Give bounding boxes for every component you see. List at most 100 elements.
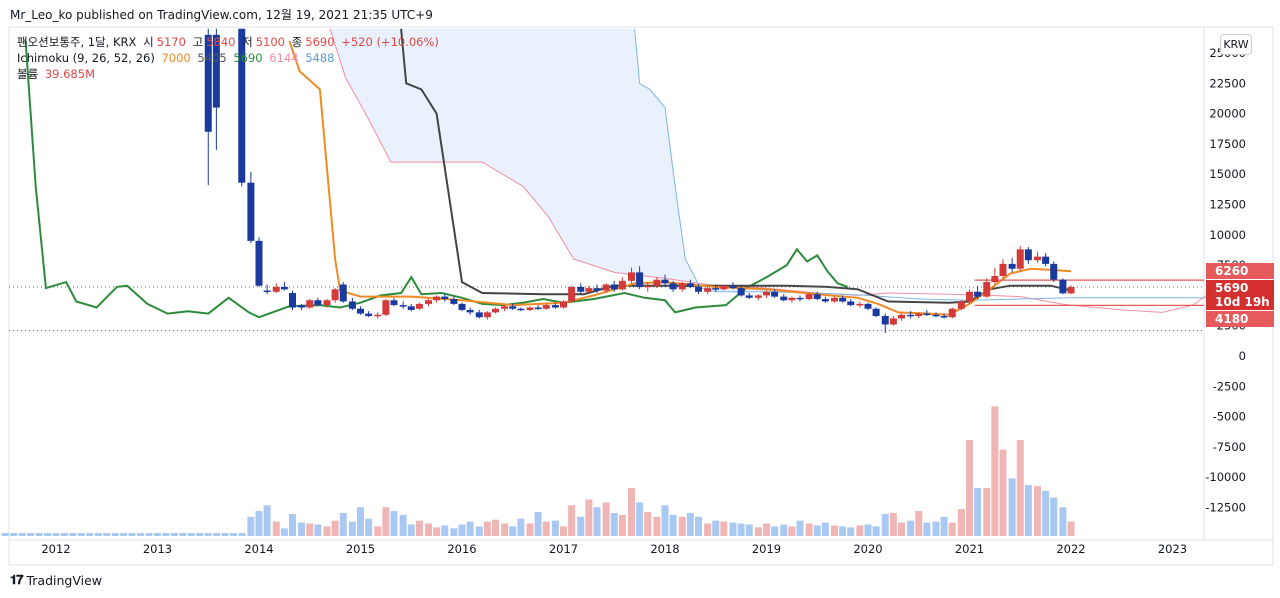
volume-bar (69, 533, 77, 536)
open-value: 5170 (156, 35, 186, 49)
volume-bar (974, 488, 982, 536)
candle (610, 280, 618, 292)
candle (542, 303, 550, 310)
candle (602, 283, 610, 293)
y-tick-label: 10000 (1209, 228, 1246, 242)
volume-bar (889, 512, 897, 536)
volume-bar (120, 533, 128, 536)
candle-body (407, 306, 415, 310)
volume-bar (450, 528, 458, 536)
candle-body (889, 318, 897, 325)
volume-bar (1042, 490, 1050, 536)
candle (415, 302, 423, 310)
x-tick-label: 2018 (650, 542, 679, 556)
candle-body (999, 263, 1007, 277)
candle-body (399, 305, 407, 307)
legend-ichimoku-row[interactable]: Ichimoku (9, 26, 52, 26) 7000 5405 5690 … (17, 50, 442, 66)
candle (737, 285, 745, 297)
volume-bar (272, 521, 280, 536)
candle (212, 28, 220, 150)
candle (813, 291, 821, 301)
candle-body (771, 291, 779, 297)
candle (1016, 245, 1024, 272)
candle-body (720, 285, 728, 290)
candle-body (458, 303, 466, 310)
candle (263, 284, 271, 295)
x-tick-label: 2017 (549, 542, 578, 556)
volume-bar (288, 513, 296, 536)
time-axis[interactable]: 2012 2013 2014 2015 2016 2017 2018 2019 2020 2021… (41, 542, 1187, 556)
candle (678, 282, 686, 292)
candle (720, 284, 728, 291)
candle (932, 312, 940, 318)
high-label: 고 (192, 35, 204, 49)
symbol-label[interactable]: 팬오션보통주, 1달, KRX (17, 35, 137, 49)
candle (889, 316, 897, 326)
candle (560, 300, 567, 309)
x-tick-label: 2016 (447, 542, 476, 556)
bar-countdown: 10d 19h (1215, 295, 1270, 309)
price-tag-lower: 4180 (1206, 311, 1274, 327)
candle (999, 259, 1007, 279)
candle (839, 295, 847, 303)
ichimoku-span-b-value: 5488 (305, 51, 335, 65)
candle (238, 28, 246, 187)
tradingview-brand: TradingView (26, 573, 102, 588)
candle-body (932, 314, 940, 317)
candle (491, 307, 499, 314)
volume-label[interactable]: 볼륨 (17, 67, 39, 81)
candle (204, 28, 212, 186)
candle (585, 285, 593, 295)
candle (897, 313, 905, 321)
candle (923, 309, 931, 317)
volume-bar (704, 523, 712, 536)
candle-body (872, 308, 880, 317)
candle (466, 307, 474, 315)
volume-bar (940, 516, 948, 536)
candle (483, 311, 491, 320)
tradingview-logo[interactable]: 𝟏𝟕 TradingView (10, 573, 102, 588)
volume-bar (551, 520, 559, 536)
candle-body (754, 295, 762, 298)
candle-body (255, 240, 263, 286)
ichimoku-base-value: 5405 (197, 51, 227, 65)
ichimoku-label[interactable]: Ichimoku (9, 26, 52, 26) (17, 51, 155, 65)
y-tick-label: 20000 (1209, 107, 1246, 121)
candle (288, 290, 296, 310)
volume-bar (517, 518, 525, 536)
volume-bar (204, 533, 212, 536)
candle (339, 282, 347, 303)
volume-bar (872, 526, 880, 536)
volume-bar (686, 512, 694, 536)
legend-volume-row[interactable]: 볼륨 39.685M (17, 66, 442, 82)
candle (653, 277, 661, 289)
legend-symbol-row[interactable]: 팬오션보통주, 1달, KRX 시 5170 고 5840 저 5100 종 5690 … (17, 34, 442, 50)
volume-bars (1, 406, 1075, 536)
volume-bar (831, 525, 839, 536)
volume-bar (18, 533, 26, 536)
candle-body (1059, 279, 1067, 294)
volume-bar (948, 522, 956, 536)
volume-bar (128, 533, 136, 536)
volume-bar (331, 520, 339, 536)
x-tick-label: 2021 (955, 542, 984, 556)
volume-bar (415, 520, 423, 536)
volume-bar (306, 523, 314, 536)
y-tick-label: 0 (1239, 349, 1246, 363)
candle (796, 295, 804, 302)
candle (1042, 252, 1050, 267)
candle-body (704, 288, 712, 292)
candle (568, 285, 576, 303)
candle (1024, 246, 1032, 264)
volume-bar (720, 521, 728, 536)
candle (991, 267, 999, 285)
candle-body (374, 314, 382, 317)
candle-body (306, 300, 314, 308)
candle-body (813, 294, 821, 300)
volume-bar (162, 533, 170, 536)
currency-button[interactable]: KRW (1220, 34, 1252, 55)
volume-bar (86, 533, 94, 536)
candle (686, 279, 694, 289)
candle-body (212, 34, 220, 108)
